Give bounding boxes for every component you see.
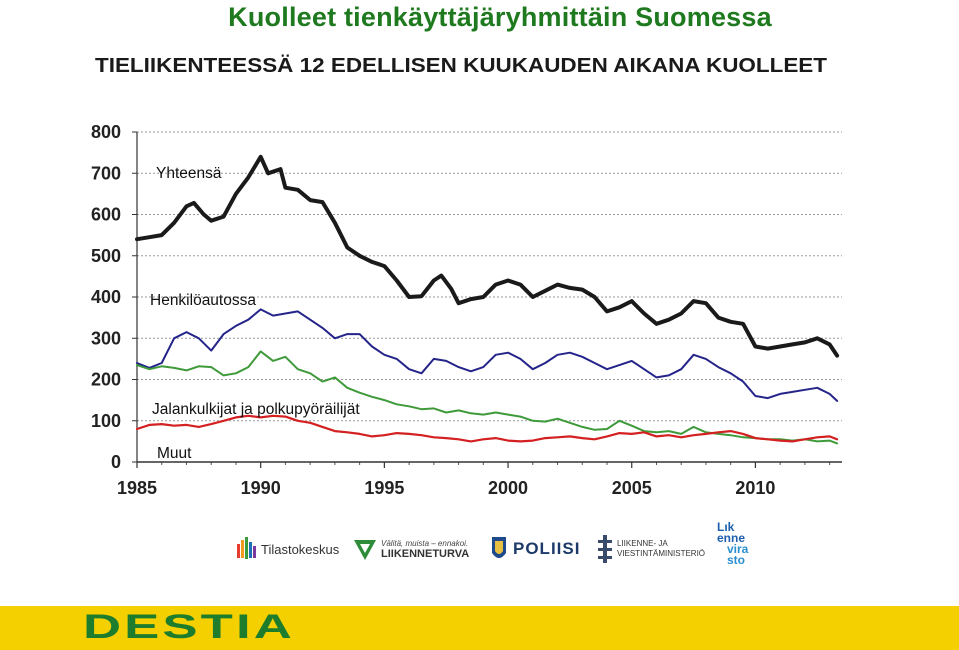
tilastokeskus-text: Tilastokeskus — [261, 541, 340, 557]
series-line-2 — [136, 308, 839, 402]
liikennevirasto-line1: Lık — [717, 520, 735, 534]
slide-title: Kuolleet tienkäyttäjäryhmittäin Suomessa — [228, 2, 772, 32]
y-tick-label: 200 — [91, 370, 121, 390]
y-tick-label: 700 — [91, 163, 121, 183]
y-tick-label: 100 — [91, 411, 121, 431]
y-tick-label: 300 — [91, 328, 121, 348]
series-label-4: Muut — [157, 445, 192, 462]
lvm-line1: LIIKENNE- JA — [617, 539, 668, 548]
x-tick-label: 1985 — [117, 478, 157, 498]
y-tick-label: 600 — [91, 205, 121, 225]
liikenneturva-tagline: Välitä, muista – ennakoi. — [381, 539, 469, 548]
y-tick-label: 400 — [91, 287, 121, 307]
y-tick-label: 800 — [91, 122, 121, 142]
chart-title: TIELIIKENTEESSÄ 12 EDELLISEN KUUKAUDEN A… — [95, 54, 828, 77]
series-line-4 — [135, 414, 839, 443]
liikennevirasto-line2: enne — [717, 531, 746, 545]
lvm-logo: LIIKENNE- JA VIESTINTÄMINISTERIÖ — [597, 532, 705, 566]
tilastokeskus-logo: Tilastokeskus — [236, 534, 339, 564]
poliisi-badge-icon — [492, 537, 506, 558]
grid-lines — [137, 131, 842, 422]
x-tick-label: 2010 — [735, 478, 775, 498]
liikenneturva-logo: Välitä, muista – ennakoi. LIIKENNETURVA — [352, 534, 469, 564]
series-label-1: Yhteensä — [156, 165, 222, 182]
lvm-line2: VIESTINTÄMINISTERIÖ — [617, 549, 706, 558]
liikennevirasto-logo: Lık enne vira sto — [717, 520, 761, 567]
footer-bar — [0, 606, 959, 650]
line-chart: TIELIIKENTEESSÄ 12 EDELLISEN KUUKAUDEN A… — [91, 54, 842, 498]
liikenneturva-icon — [354, 540, 376, 560]
x-tick-label: 2000 — [488, 478, 528, 498]
y-tick-label: 500 — [91, 246, 121, 266]
poliisi-logo: POLIISI — [490, 532, 580, 566]
axes — [132, 131, 842, 468]
x-tick-label: 1990 — [241, 478, 281, 498]
poliisi-text: POLIISI — [513, 539, 581, 558]
liikennevirasto-line3: vira — [727, 542, 749, 556]
tilastokeskus-icon — [237, 537, 256, 559]
x-tick-label: 2005 — [612, 478, 652, 498]
liikennevirasto-line4: sto — [727, 553, 745, 567]
series-line-1 — [135, 154, 840, 358]
partner-logos: Tilastokeskus Välitä, muista – ennakoi. … — [0, 520, 959, 580]
series-line-3 — [136, 350, 839, 445]
liikenneturva-text: LIIKENNETURVA — [381, 548, 470, 560]
series-lines — [135, 154, 840, 445]
series-label-3: Jalankulkijat ja polkupyöräilijät — [152, 401, 360, 418]
series-labels: Yhteensä Henkilöautossa Jalankulkijat ja p… — [150, 165, 360, 462]
lvm-emblem-icon — [598, 535, 612, 563]
tick-labels: 0 100 200 300 400 500 600 700 800 1985 1990 1995 200… — [91, 122, 775, 498]
y-tick-label: 0 — [111, 452, 121, 472]
destia-logo: DESTIA — [83, 608, 295, 646]
series-label-2: Henkilöautossa — [150, 292, 256, 309]
x-tick-label: 1995 — [364, 478, 404, 498]
